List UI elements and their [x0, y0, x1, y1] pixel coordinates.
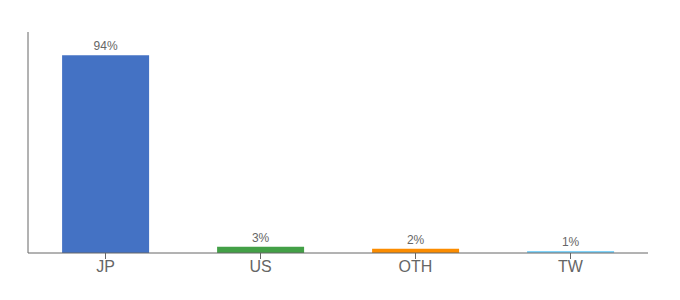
svg-text:1%: 1%: [562, 235, 580, 249]
svg-text:2%: 2%: [407, 233, 425, 247]
svg-text:3%: 3%: [252, 231, 270, 245]
svg-text:OTH: OTH: [399, 258, 433, 275]
svg-text:94%: 94%: [94, 39, 118, 53]
svg-text:JP: JP: [96, 258, 115, 275]
svg-text:TW: TW: [558, 258, 584, 275]
svg-text:US: US: [249, 258, 271, 275]
